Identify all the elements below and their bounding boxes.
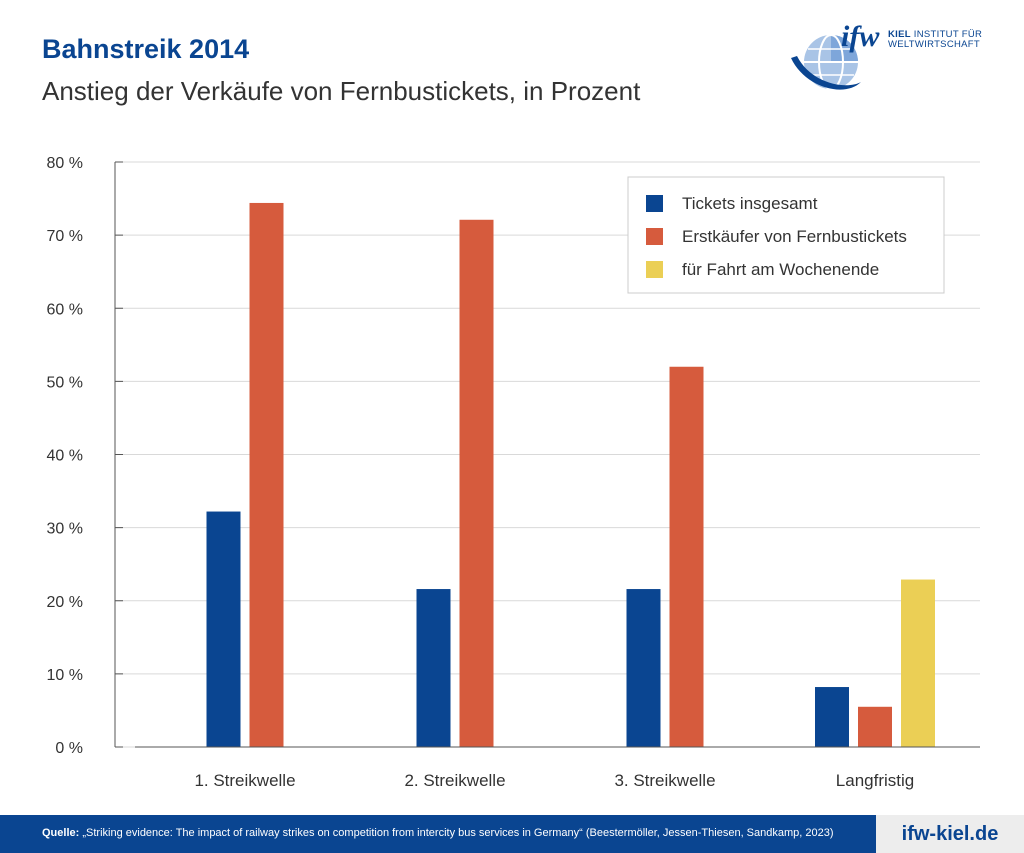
bar-chart: 0 % 10 % 20 % 30 % 40 % 50 % 60 % 70 % 80 % 1. St… (47, 155, 980, 790)
source-lead: Quelle: (42, 827, 80, 839)
legend-label: Tickets insgesamt (682, 194, 818, 213)
x-tick-label: 2. Streikwelle (404, 771, 505, 790)
chart-title: Bahnstreik 2014 (42, 34, 250, 64)
y-tick-label: 0 % (55, 740, 83, 757)
legend-swatch (646, 261, 663, 278)
logo-kiel-label: KIEL (888, 29, 911, 40)
source-text: „Striking evidence: The impact of railwa… (79, 827, 834, 839)
bar (249, 202, 284, 747)
bar (901, 579, 935, 747)
bar (815, 687, 849, 747)
bar (416, 589, 451, 747)
x-tick-label: 1. Streikwelle (194, 771, 295, 790)
x-tick-label: 3. Streikwelle (614, 771, 715, 790)
source-citation: Quelle: „Striking evidence: The impact o… (42, 827, 834, 839)
legend-box (627, 176, 945, 294)
bar (858, 706, 892, 747)
y-tick-label: 70 % (47, 228, 83, 245)
legend-label: für Fahrt am Wochenende (682, 260, 879, 279)
logo-institute-name: KIEL INSTITUT FÜR WELTWIRTSCHAFT (888, 30, 982, 50)
globe-icon (791, 34, 861, 90)
legend-swatch (646, 228, 663, 245)
bar (626, 589, 661, 747)
legend-label: Erstkäufer von Fernbustickets (682, 227, 907, 246)
website-link[interactable]: ifw-kiel.de (876, 815, 1024, 853)
y-tick-label: 40 % (47, 448, 83, 465)
y-tick-label: 10 % (47, 667, 83, 684)
y-tick-label: 20 % (47, 594, 83, 611)
x-tick-label: Langfristig (836, 771, 914, 790)
bar (669, 366, 704, 747)
footer-bar: Quelle: „Striking evidence: The impact o… (0, 815, 1024, 853)
y-tick-label: 60 % (47, 301, 83, 318)
logo-wordmark: ifw (841, 20, 880, 53)
chart-subtitle: Anstieg der Verkäufe von Fernbustickets,… (42, 76, 641, 106)
bar (459, 219, 494, 748)
y-tick-label: 80 % (47, 155, 83, 172)
y-tick-label: 50 % (47, 374, 83, 391)
logo-institut-label: INSTITUT FÜR (913, 29, 983, 40)
legend-swatch (646, 195, 663, 212)
logo-weltwirtschaft-label: WELTWIRTSCHAFT (888, 39, 980, 50)
ifw-logo[interactable]: ifw KIEL INSTITUT FÜR WELTWIRTSCHAFT (785, 18, 995, 98)
bar (206, 511, 241, 747)
y-tick-label: 30 % (47, 521, 83, 538)
